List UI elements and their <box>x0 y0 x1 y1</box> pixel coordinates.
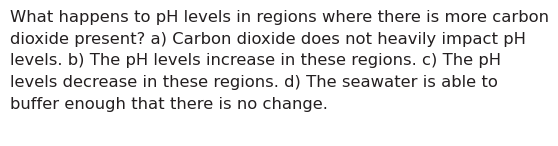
Text: What happens to pH levels in regions where there is more carbon
dioxide present?: What happens to pH levels in regions whe… <box>10 10 549 112</box>
